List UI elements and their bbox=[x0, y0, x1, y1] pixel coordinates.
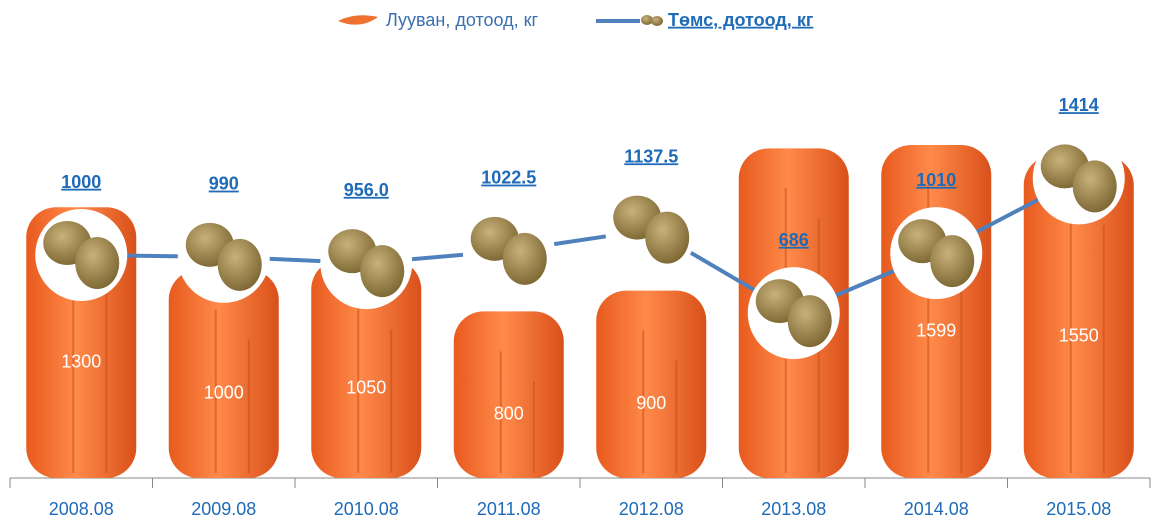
potato-marker bbox=[320, 217, 412, 309]
legend-label: Лууван, дотоод, кг bbox=[386, 10, 538, 30]
potato-marker bbox=[605, 184, 697, 276]
line-value-label: 1022.5 bbox=[481, 168, 536, 188]
legend-carrot-icon bbox=[338, 15, 378, 24]
bar bbox=[454, 311, 564, 478]
x-tick-label: 2014.08 bbox=[904, 499, 969, 519]
bar-value-label: 800 bbox=[494, 403, 524, 423]
x-tick-label: 2012.08 bbox=[619, 499, 684, 519]
page: Лууван, дотоод, кг Төмс, дотоод, кг 1300… bbox=[0, 0, 1161, 521]
bar-value-label: 1599 bbox=[916, 320, 956, 340]
x-tick-label: 2009.08 bbox=[191, 499, 256, 519]
potato-marker bbox=[35, 209, 127, 301]
potato-marker bbox=[890, 207, 982, 299]
potato bbox=[930, 235, 974, 287]
line-value-label: 990 bbox=[209, 174, 239, 194]
potato bbox=[1073, 160, 1117, 212]
legend-potato-icon bbox=[651, 16, 663, 26]
bar-value-label: 1050 bbox=[346, 377, 386, 397]
x-tick-label: 2011.08 bbox=[477, 499, 541, 519]
line-value-label: 686 bbox=[779, 230, 809, 250]
bar bbox=[881, 145, 991, 478]
x-tick-label: 2015.08 bbox=[1046, 499, 1111, 519]
x-tick-label: 2010.08 bbox=[334, 499, 399, 519]
potato-marker bbox=[178, 211, 270, 303]
x-tick-label: 2008.08 bbox=[49, 499, 114, 519]
line-value-label: 1414 bbox=[1059, 95, 1099, 115]
chart: Лууван, дотоод, кг Төмс, дотоод, кг 1300… bbox=[0, 0, 1161, 521]
bar bbox=[596, 291, 706, 478]
potato bbox=[503, 233, 547, 285]
potato-marker bbox=[748, 267, 840, 359]
line-value-label: 1137.5 bbox=[624, 146, 678, 166]
bar-value-label: 1550 bbox=[1059, 325, 1099, 345]
potato bbox=[218, 239, 262, 291]
line-value-label: 1010 bbox=[916, 170, 956, 190]
bar-value-label: 1300 bbox=[61, 351, 101, 371]
potato-marker bbox=[463, 205, 555, 297]
potato bbox=[788, 295, 832, 347]
x-tick-label: 2013.08 bbox=[761, 499, 826, 519]
line-value-label: 956.0 bbox=[344, 180, 389, 200]
legend: Лууван, дотоод, кг Төмс, дотоод, кг bbox=[338, 10, 814, 30]
bar-value-label: 900 bbox=[636, 393, 666, 413]
potato bbox=[360, 245, 404, 297]
potato bbox=[75, 237, 119, 289]
potato-marker bbox=[1033, 132, 1125, 224]
line-value-label: 1000 bbox=[61, 172, 101, 192]
potato bbox=[645, 212, 689, 264]
bar-value-label: 1000 bbox=[204, 383, 244, 403]
legend-label: Төмс, дотоод, кг bbox=[668, 10, 814, 30]
